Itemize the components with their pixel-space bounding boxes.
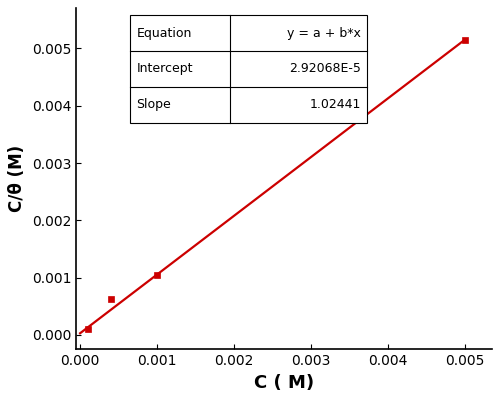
- Text: Equation: Equation: [136, 26, 192, 40]
- Text: y = a + b*x: y = a + b*x: [287, 26, 361, 40]
- Text: Intercept: Intercept: [136, 62, 193, 75]
- Text: 1.02441: 1.02441: [310, 98, 361, 111]
- Text: Slope: Slope: [136, 98, 171, 111]
- Y-axis label: C/θ (M): C/θ (M): [8, 145, 26, 212]
- Text: 2.92068E-5: 2.92068E-5: [289, 62, 361, 75]
- X-axis label: C ( M): C ( M): [254, 374, 314, 392]
